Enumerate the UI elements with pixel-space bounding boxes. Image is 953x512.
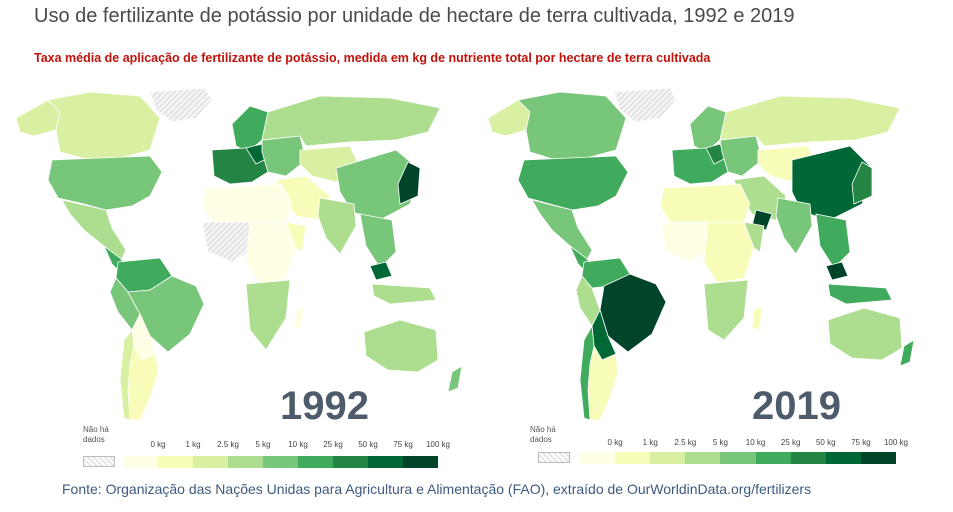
legend-swatch (860, 452, 896, 464)
legend-swatch (298, 456, 333, 468)
malaysia-2019 (825, 261, 849, 281)
indonesia-1992 (371, 283, 437, 305)
legend-tick-label: 75 kg (851, 438, 871, 447)
mexico-2019 (531, 199, 593, 263)
legend-no-data-label: Não há dados (83, 425, 109, 444)
mexico-1992 (61, 199, 127, 263)
legend-swatch (720, 452, 756, 464)
china-1992 (335, 149, 421, 221)
map-1992 (15, 87, 463, 421)
chile-2019 (579, 324, 595, 421)
madagascar-2019 (751, 305, 763, 331)
greenland-2019 (613, 87, 677, 123)
legend-no-data-swatch (83, 456, 115, 467)
usa-1992 (47, 155, 163, 211)
legend-swatch (825, 452, 861, 464)
greenland-1992 (149, 87, 213, 123)
legend-swatch (615, 452, 651, 464)
southeast-asia-2019 (815, 213, 851, 269)
japan-2019 (851, 161, 873, 205)
canada-2019 (517, 91, 627, 161)
southern-africa-1992 (245, 279, 291, 351)
east-africa-2019 (743, 221, 765, 253)
chart-title: Uso de fertilizante de potássio por unid… (34, 5, 795, 27)
malaysia-1992 (369, 261, 393, 281)
legend-swatch (123, 456, 158, 468)
legend-tick-label: 5 kg (255, 440, 271, 449)
brazil-1992 (127, 275, 205, 353)
legend-tick-label: 25 kg (323, 440, 343, 449)
legend-tick-label: 0 kg (150, 440, 166, 449)
central-africa-1992 (245, 221, 297, 285)
legend-tick-label: 0 kg (607, 438, 623, 447)
legend-swatch (755, 452, 791, 464)
australia-2019 (827, 307, 903, 361)
indonesia-2019 (827, 283, 893, 305)
legend-tick-label: 2.5 kg (674, 438, 697, 447)
legend-tick-label: 50 kg (358, 440, 378, 449)
legend-swatch (650, 452, 686, 464)
legend-tick-label: 2.5 kg (217, 440, 239, 449)
map-year-2019: 2019 (752, 384, 841, 428)
legend-no-data-label: Não há dados (530, 425, 556, 444)
chart-subtitle: Taxa média de aplicação de fertilizante … (34, 51, 711, 65)
legend-swatch (685, 452, 721, 464)
legend-swatch (580, 452, 616, 464)
legend-tick-label: 25 kg (780, 438, 801, 447)
legend-tick-label: 1 kg (185, 440, 201, 449)
legend-swatch (158, 456, 193, 468)
west-africa-2019 (659, 221, 711, 263)
legend-color-bar (123, 456, 438, 468)
north-africa-2019 (659, 183, 751, 223)
australia-1992 (363, 319, 439, 373)
russia-1992 (261, 95, 441, 147)
legend-no-data-swatch (538, 452, 570, 463)
legend-swatch (403, 456, 438, 468)
canada-1992 (47, 91, 161, 161)
japan-1992 (397, 161, 421, 205)
legend-swatch (263, 456, 298, 468)
legend-swatch (193, 456, 228, 468)
legend-tick-label: 1 kg (642, 438, 658, 447)
usa-2019 (517, 155, 629, 211)
legend-tick-label: 75 kg (393, 440, 413, 449)
india-1992 (317, 197, 357, 255)
russia-2019 (719, 95, 901, 147)
legend-tick-label: 100 kg (883, 438, 909, 447)
legend-swatch (333, 456, 368, 468)
legend-tick-label: 5 kg (712, 438, 728, 447)
new-zealand-2019 (899, 339, 915, 367)
southeast-asia-1992 (359, 213, 397, 269)
india-2019 (775, 197, 813, 255)
madagascar-1992 (293, 305, 305, 331)
west-africa-1992 (201, 221, 253, 263)
chile-1992 (119, 329, 135, 421)
legend-tick-label: 50 kg (815, 438, 836, 447)
map-2019 (487, 87, 915, 421)
central-africa-2019 (703, 221, 755, 285)
legend-tick-label: 100 kg (425, 440, 451, 449)
legend-swatch (368, 456, 403, 468)
legend-swatch (790, 452, 826, 464)
eastern-europe-1992 (261, 135, 307, 177)
china-2019 (791, 145, 873, 221)
legend-tick-label: 10 kg (288, 440, 308, 449)
southern-africa-2019 (703, 279, 749, 341)
map-year-1992: 1992 (280, 384, 369, 428)
north-africa-1992 (201, 183, 293, 223)
source-note: Fonte: Organização das Nações Unidas par… (62, 481, 812, 497)
new-zealand-1992 (447, 365, 463, 393)
east-africa-1992 (285, 221, 307, 253)
legend-tick-label: 10 kg (745, 438, 766, 447)
legend-swatch (228, 456, 263, 468)
legend-color-bar (580, 452, 896, 464)
